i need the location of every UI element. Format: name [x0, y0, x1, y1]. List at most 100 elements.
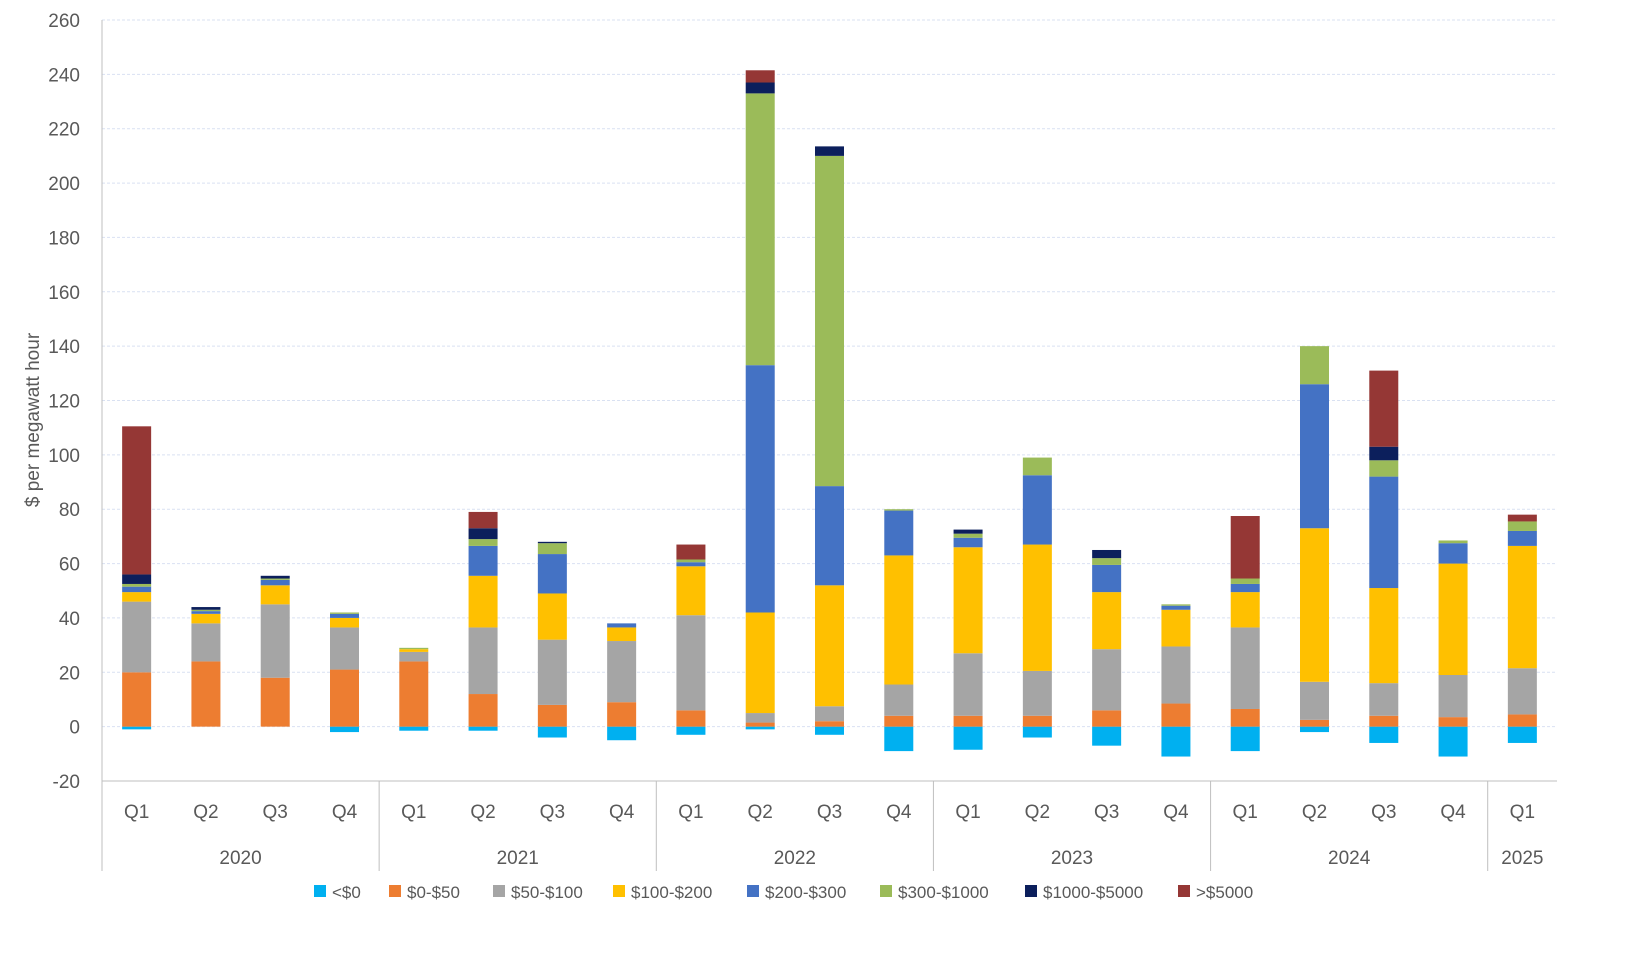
- bar-segment: [260, 604, 290, 678]
- bar-segment: [1438, 726, 1468, 757]
- bar-segment: [1092, 549, 1122, 559]
- axes: [101, 20, 1557, 871]
- bar-segment: [1161, 726, 1191, 757]
- y-tick-labels: -20 0 20 40 60 80 100 120 140 160 180 200 220 240 260: [48, 11, 80, 793]
- bar-segment: [884, 684, 914, 716]
- legend-swatch: [389, 885, 401, 897]
- x-tick-label-year: 2025: [1501, 848, 1543, 869]
- bar-segment: [1092, 710, 1122, 727]
- x-tick-label-year: 2020: [219, 848, 261, 869]
- y-tick-label: 20: [59, 663, 80, 684]
- bar-segment: [1438, 563, 1468, 676]
- bar-segment: [1230, 516, 1260, 579]
- bar-segment: [1230, 627, 1260, 709]
- bar-segment: [537, 639, 567, 705]
- bar-segment: [745, 93, 775, 366]
- bar-segment: [676, 726, 706, 735]
- bar-segment: [953, 715, 983, 727]
- bar-segment: [745, 365, 775, 613]
- bar-segment: [122, 426, 152, 575]
- legend-swatch: [880, 885, 892, 897]
- y-tick-label: 240: [48, 65, 80, 86]
- x-tick-label-quarter: Q1: [124, 802, 149, 823]
- bar-segment: [468, 528, 498, 540]
- bar-segment: [607, 623, 637, 628]
- x-tick-label-year: 2024: [1328, 848, 1371, 869]
- bar-segment: [191, 613, 221, 624]
- bar-segment: [884, 555, 914, 685]
- x-tick-label-quarter: Q3: [263, 802, 288, 823]
- bar-segment: [1507, 514, 1537, 522]
- bar-segment: [815, 721, 844, 727]
- bar-segment: [537, 543, 567, 555]
- bar-segment: [1369, 715, 1399, 727]
- x-tick-label-quarter: Q3: [817, 802, 842, 823]
- bar-segment: [1369, 446, 1399, 461]
- x-tick-label-year: 2021: [497, 848, 539, 869]
- bar-segment: [884, 726, 914, 752]
- bar-segment: [1300, 719, 1329, 727]
- legend-swatch: [747, 885, 759, 897]
- y-tick-label: 220: [48, 120, 80, 141]
- y-tick-label: 0: [69, 718, 80, 739]
- bar-segment: [1438, 717, 1468, 727]
- x-tick-label-quarter: Q2: [1302, 802, 1327, 823]
- y-axis-title: $ per megawatt hour: [23, 332, 44, 507]
- bar-segment: [1022, 544, 1052, 671]
- bar-segment: [1092, 558, 1122, 565]
- y-tick-label: 80: [59, 500, 80, 521]
- bars: [122, 70, 1537, 757]
- bar-segment: [468, 545, 498, 576]
- x-tick-label-quarter: Q4: [1163, 802, 1189, 823]
- legend-label: $1000-$5000: [1043, 883, 1143, 902]
- bar-segment: [884, 715, 914, 727]
- bar-segment: [1092, 592, 1122, 650]
- bar-segment: [1022, 726, 1052, 738]
- bar-segment: [745, 726, 775, 730]
- y-tick-label: -20: [53, 772, 80, 793]
- y-tick-label: 120: [48, 392, 80, 413]
- bar-segment: [1161, 605, 1191, 610]
- legend-label: $50-$100: [511, 883, 583, 902]
- x-tick-label-quarter: Q4: [332, 802, 358, 823]
- bar-segment: [745, 612, 775, 714]
- y-tick-label: 260: [48, 11, 80, 32]
- bar-segment: [1369, 726, 1399, 743]
- bar-segment: [815, 155, 844, 487]
- bar-segment: [1230, 592, 1260, 628]
- bar-segment: [1507, 668, 1537, 715]
- bar-segment: [884, 509, 914, 511]
- bar-segment: [815, 486, 844, 586]
- bar-segment: [953, 726, 983, 750]
- bar-segment: [191, 607, 221, 610]
- bar-segment: [676, 559, 706, 563]
- x-tick-label-quarter: Q1: [955, 802, 980, 823]
- x-tick-label-quarter: Q4: [886, 802, 912, 823]
- bar-segment: [1230, 726, 1260, 752]
- bar-segment: [399, 649, 429, 652]
- legend-label: $300-$1000: [898, 883, 989, 902]
- bar-segment: [122, 672, 152, 727]
- bar-segment: [607, 627, 637, 642]
- bar-segment: [537, 593, 567, 640]
- bar-segment: [1161, 703, 1191, 727]
- bar-segment: [260, 585, 290, 605]
- bar-segment: [953, 529, 983, 534]
- bar-segment: [607, 641, 637, 703]
- bar-segment: [676, 710, 706, 727]
- bar-segment: [1507, 726, 1537, 743]
- bar-segment: [191, 661, 221, 727]
- bar-segment: [1092, 649, 1122, 711]
- bar-segment: [122, 574, 152, 584]
- x-tick-label-quarter: Q1: [1510, 802, 1535, 823]
- bar-segment: [537, 726, 567, 738]
- bar-segment: [1507, 530, 1537, 546]
- bar-segment: [953, 533, 983, 538]
- bar-segment: [953, 537, 983, 548]
- bar-segment: [468, 627, 498, 695]
- x-tick-label-quarter: Q1: [678, 802, 703, 823]
- bar-segment: [1161, 604, 1191, 606]
- x-tick-label-year: 2023: [1051, 848, 1093, 869]
- bar-segment: [607, 726, 637, 741]
